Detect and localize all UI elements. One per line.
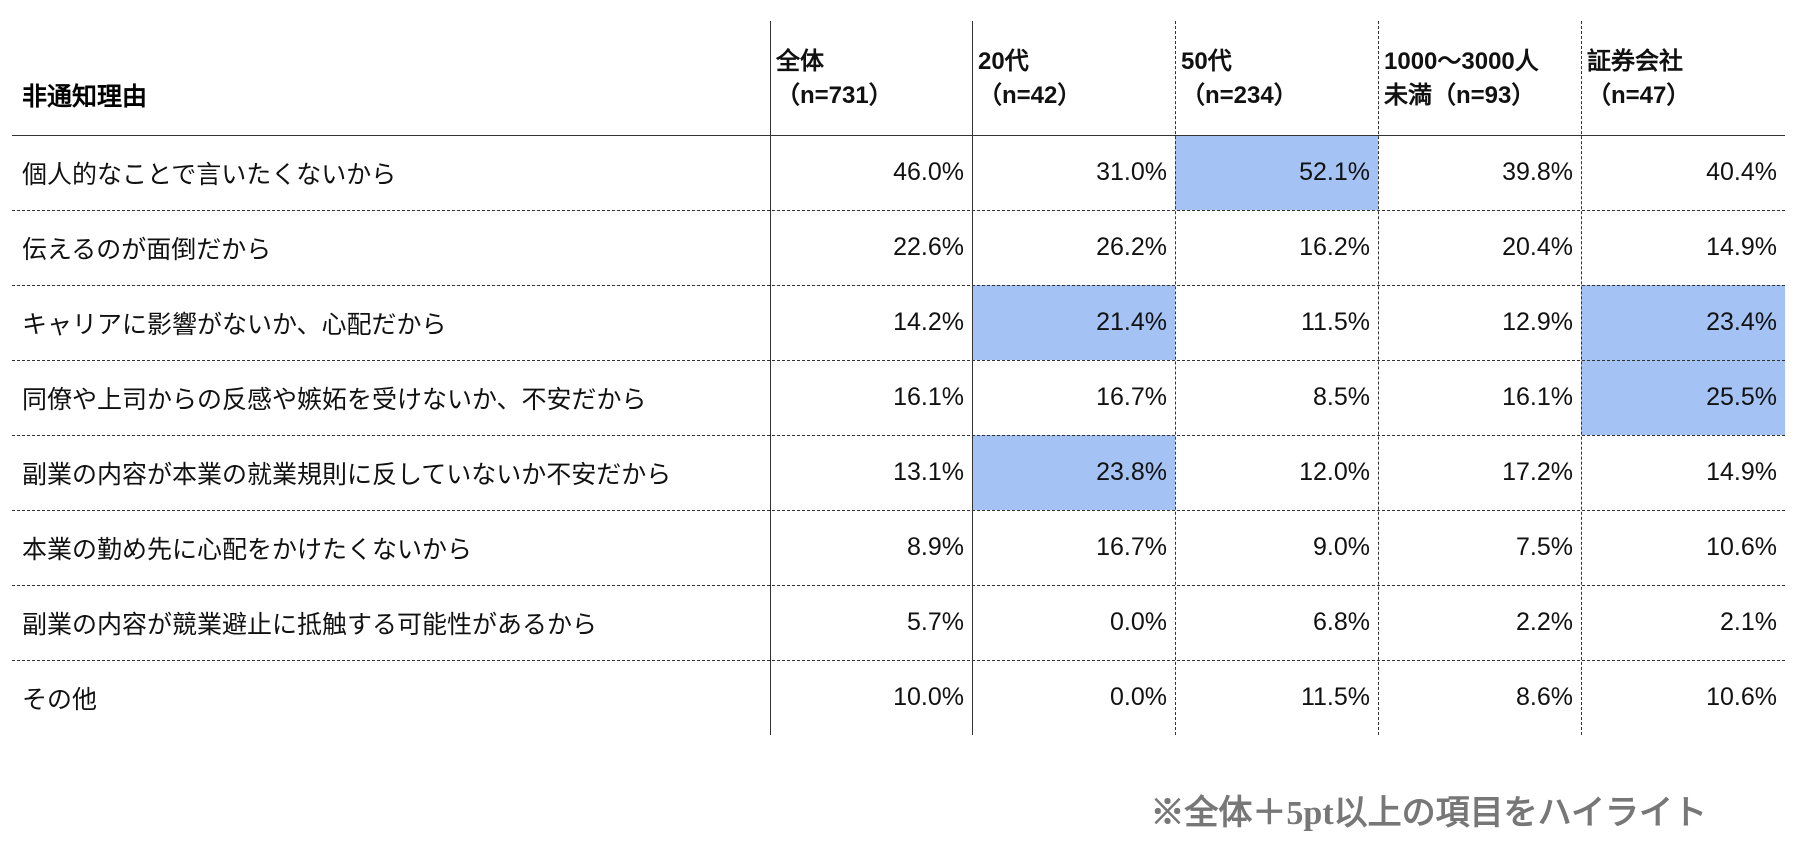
row-label: 同僚や上司からの反感や嫉妬を受けないか、不安だから (22, 386, 647, 414)
header-line: （n=42） (978, 82, 1082, 109)
value-cell: 22.6% (893, 233, 964, 261)
value-cell: 14.9% (1706, 458, 1777, 486)
header-label: 非通知理由 (22, 84, 148, 111)
row-divider (12, 660, 1785, 661)
value-cell: 12.9% (1502, 308, 1573, 336)
header-line: 全体 (776, 48, 824, 75)
value-cell: 21.4% (972, 285, 1175, 360)
value-cell: 16.2% (1299, 233, 1370, 261)
column-header: 全体 （n=731） (770, 21, 972, 135)
row-divider (12, 360, 1785, 361)
value-cell: 31.0% (1096, 158, 1167, 186)
header-divider (12, 135, 1785, 136)
header-line: 50代 (1181, 48, 1232, 75)
column-header: 証券会社 （n=47） (1581, 21, 1785, 135)
value-cell: 46.0% (893, 158, 964, 186)
value-cell: 10.0% (893, 683, 964, 711)
row-label: 副業の内容が競業避止に抵触する可能性があるから (22, 611, 598, 639)
column-divider (770, 21, 771, 735)
header-line: 未満（n=93） (1384, 82, 1536, 109)
row-divider (12, 210, 1785, 211)
value-cell: 16.7% (1096, 383, 1167, 411)
value-cell: 0.0% (1110, 608, 1167, 636)
value-cell: 20.4% (1502, 233, 1573, 261)
row-label: 本業の勤め先に心配をかけたくないから (22, 536, 473, 564)
value-cell: 12.0% (1299, 458, 1370, 486)
value-cell: 52.1% (1175, 135, 1378, 210)
header-line: 証券会社 (1587, 48, 1683, 75)
value-cell: 5.7% (907, 608, 964, 636)
value-cell: 2.1% (1720, 608, 1777, 636)
value-cell: 14.9% (1706, 233, 1777, 261)
column-header: 50代 （n=234） (1175, 21, 1378, 135)
value-cell: 25.5% (1581, 360, 1785, 435)
value-cell: 8.5% (1313, 383, 1370, 411)
value-cell: 9.0% (1313, 533, 1370, 561)
value-cell: 16.1% (1502, 383, 1573, 411)
column-divider (1175, 21, 1176, 735)
value-cell: 16.7% (1096, 533, 1167, 561)
value-cell: 40.4% (1706, 158, 1777, 186)
value-cell: 2.2% (1516, 608, 1573, 636)
row-label: 副業の内容が本業の就業規則に反していないか不安だから (22, 461, 672, 489)
value-cell: 23.4% (1581, 285, 1785, 360)
column-header: 20代 （n=42） (972, 21, 1175, 135)
header-line: 1000〜3000人 (1384, 48, 1539, 75)
header-line: （n=47） (1587, 82, 1691, 109)
value-cell: 6.8% (1313, 608, 1370, 636)
row-label: 個人的なことで言いたくないから (22, 161, 397, 189)
row-divider (12, 435, 1785, 436)
column-divider (972, 21, 973, 735)
row-label: その他 (22, 686, 98, 714)
value-cell: 26.2% (1096, 233, 1167, 261)
value-cell: 17.2% (1502, 458, 1573, 486)
value-cell: 16.1% (893, 383, 964, 411)
column-header: 1000〜3000人 未満（n=93） (1378, 21, 1581, 135)
value-cell: 7.5% (1516, 533, 1573, 561)
row-label: 伝えるのが面倒だから (22, 236, 272, 264)
value-cell: 10.6% (1706, 683, 1777, 711)
value-cell: 11.5% (1300, 683, 1370, 711)
value-cell: 39.8% (1502, 158, 1573, 186)
row-divider (12, 585, 1785, 586)
column-divider (1581, 21, 1582, 735)
value-cell: 8.6% (1516, 683, 1573, 711)
value-cell: 23.8% (972, 435, 1175, 510)
header-line: （n=234） (1181, 82, 1298, 109)
row-divider (12, 285, 1785, 286)
value-cell: 11.5% (1300, 308, 1370, 336)
value-cell: 10.6% (1706, 533, 1777, 561)
value-cell: 0.0% (1110, 683, 1167, 711)
value-cell: 13.1% (893, 458, 964, 486)
value-cell: 14.2% (893, 308, 964, 336)
value-cell: 8.9% (907, 533, 964, 561)
footnote: ※全体＋5pt以上の項目をハイライト (1150, 795, 1707, 832)
row-label: キャリアに影響がないか、心配だから (22, 311, 447, 339)
row-divider (12, 510, 1785, 511)
column-divider (1378, 21, 1379, 735)
header-line: 20代 (978, 48, 1029, 75)
header-line: （n=731） (776, 82, 893, 109)
